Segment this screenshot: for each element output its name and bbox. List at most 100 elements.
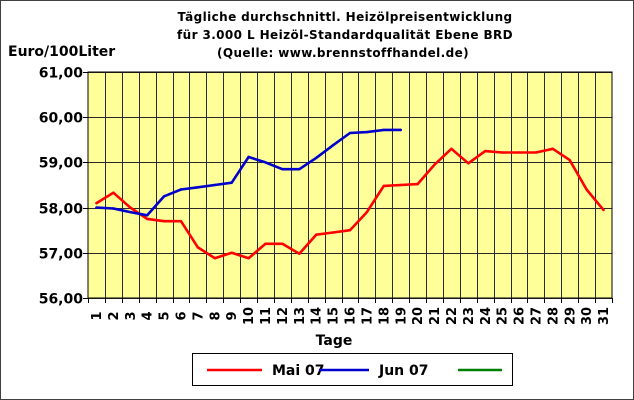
x-tick-label: 1 xyxy=(90,311,105,320)
plot-area xyxy=(88,72,612,298)
legend-label: Mai 07 xyxy=(272,363,325,379)
data-point xyxy=(95,206,98,209)
x-tick-label: 21 xyxy=(428,307,443,325)
data-point xyxy=(568,158,571,162)
x-tick-label: 22 xyxy=(445,307,460,325)
data-point xyxy=(146,214,149,217)
x-axis: 1 2 3 4 5 6 7 8 9 10 11 12 13 14 15 16 17 18 19 20 21 22 23 24 2… xyxy=(88,298,613,325)
y-tick-label: 61,00 xyxy=(39,66,84,82)
legend-item: Jun 07 xyxy=(319,363,429,379)
data-point xyxy=(416,182,419,186)
data-point xyxy=(281,242,284,245)
data-point xyxy=(112,191,115,194)
legend-items: Mai 07 Jun 07 xyxy=(207,363,502,379)
plot-border xyxy=(87,71,613,299)
data-point xyxy=(399,183,402,187)
x-tick-label: 24 xyxy=(479,307,494,325)
data-point xyxy=(365,130,369,134)
chart-title-line-3: (Quelle: www.brennstoffhandel.de) xyxy=(217,46,469,60)
data-point xyxy=(247,155,250,159)
data-point xyxy=(450,147,453,150)
data-point xyxy=(331,231,335,234)
x-tick-label: 6 xyxy=(175,311,190,320)
data-point xyxy=(95,201,98,205)
data-point xyxy=(196,186,200,189)
x-tick-label: 28 xyxy=(546,307,561,325)
y-tick-label: 56,00 xyxy=(39,292,84,308)
x-axis-label: Tage xyxy=(316,333,353,349)
data-point xyxy=(162,220,166,223)
y-tick-label: 60,00 xyxy=(39,111,84,127)
y-tick-label: 57,00 xyxy=(39,247,84,263)
data-point xyxy=(585,188,588,191)
y-tick-label: 59,00 xyxy=(39,156,84,172)
x-tick-label: 14 xyxy=(310,307,325,325)
x-tick-label: 5 xyxy=(158,311,173,320)
data-point xyxy=(179,220,183,223)
data-point xyxy=(298,252,301,255)
x-tick-label: 17 xyxy=(360,307,375,325)
data-point xyxy=(230,251,233,254)
data-point xyxy=(129,206,132,209)
data-point xyxy=(213,183,216,187)
data-point xyxy=(348,131,352,135)
x-tick-label: 10 xyxy=(242,307,257,325)
x-tick-label: 30 xyxy=(580,307,595,325)
legend-item: Mai 07 xyxy=(207,363,325,379)
data-point xyxy=(247,257,250,260)
x-tick-label: 25 xyxy=(496,307,511,325)
data-point xyxy=(315,156,318,160)
data-point xyxy=(484,149,487,153)
data-point xyxy=(348,229,352,232)
x-tick-label: 7 xyxy=(191,311,206,320)
data-point xyxy=(213,257,216,260)
data-point xyxy=(196,246,200,249)
x-tick-label: 12 xyxy=(276,307,291,325)
data-point xyxy=(281,168,284,171)
data-point xyxy=(602,208,605,212)
data-point xyxy=(129,210,132,214)
data-point xyxy=(551,147,554,150)
data-point xyxy=(112,207,115,210)
data-point xyxy=(162,195,166,198)
data-point xyxy=(264,242,267,245)
x-tick-label: 23 xyxy=(462,307,477,325)
chart-title-line-2: für 3.000 L Heizöl-Standardqualität Eben… xyxy=(177,28,513,42)
data-series xyxy=(95,128,605,260)
data-point xyxy=(517,151,521,154)
data-point xyxy=(433,163,436,166)
data-point xyxy=(331,144,335,147)
x-tick-label: 15 xyxy=(327,307,342,325)
data-point xyxy=(382,184,385,188)
x-tick-label: 19 xyxy=(394,307,409,325)
data-point xyxy=(467,162,470,165)
data-point xyxy=(365,210,369,214)
x-tick-label: 27 xyxy=(529,307,544,325)
x-tick-label: 26 xyxy=(513,307,528,325)
data-point xyxy=(399,128,402,132)
data-point xyxy=(315,233,318,236)
data-point xyxy=(230,181,233,184)
x-tick-label: 9 xyxy=(225,311,240,320)
x-tick-label: 3 xyxy=(124,311,139,320)
x-tick-label: 2 xyxy=(107,311,122,320)
x-tick-label: 18 xyxy=(377,307,392,325)
data-point xyxy=(179,188,183,191)
legend-label: Jun 07 xyxy=(378,363,429,379)
x-tick-label: 29 xyxy=(563,307,578,325)
data-point xyxy=(146,217,149,221)
data-point xyxy=(534,151,538,154)
data-point xyxy=(264,161,267,164)
x-tick-label: 13 xyxy=(293,307,308,325)
y-tick-label: 58,00 xyxy=(39,202,84,218)
chart-title-line-1: Tägliche durchschnittl. Heizölpreisentwi… xyxy=(177,10,512,24)
data-point xyxy=(500,151,504,154)
legend: Mai 07 Jun 07 xyxy=(192,353,513,386)
x-tick-label: 11 xyxy=(259,307,274,325)
x-tick-label: 20 xyxy=(411,307,426,325)
data-point xyxy=(382,128,385,132)
y-axis: 56,00 57,00 58,00 59,00 60,00 61,00 xyxy=(39,66,88,308)
x-tick-label: 16 xyxy=(344,307,359,325)
